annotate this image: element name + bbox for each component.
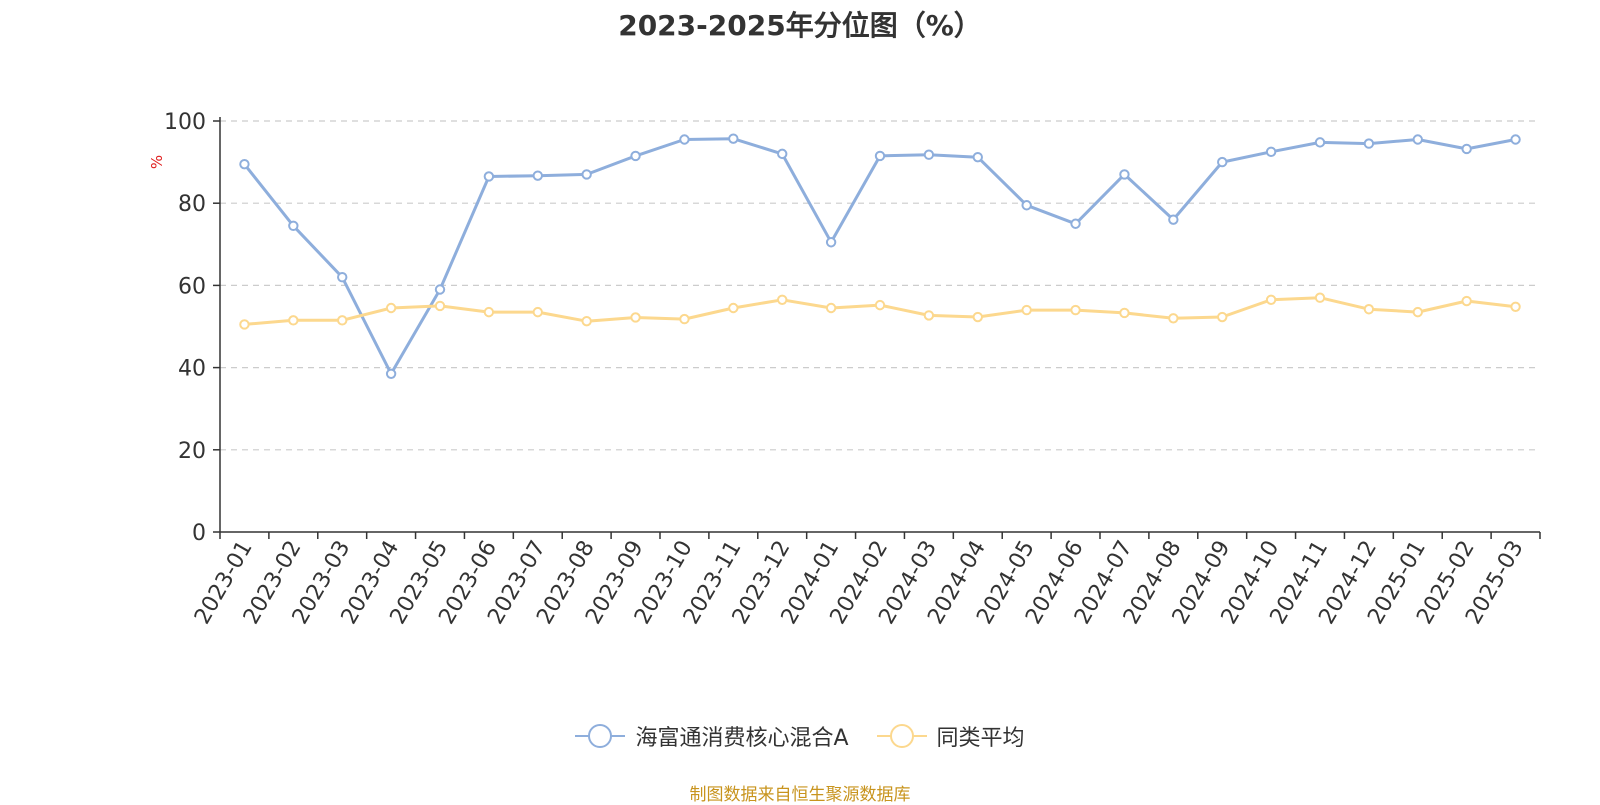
data-point: [385, 368, 397, 379]
data-point: [630, 150, 641, 162]
data-point: [972, 151, 983, 163]
data-point: [825, 237, 837, 248]
legend-marker-peer-average: [876, 724, 927, 748]
data-point: [483, 171, 495, 182]
data-point: [1265, 294, 1277, 305]
data-point: [1363, 138, 1375, 149]
data-point: [337, 315, 348, 326]
y-tick-label: 20: [178, 439, 206, 464]
data-point: [825, 302, 837, 314]
y-tick-label: 40: [178, 357, 206, 382]
legend-item-peer-average[interactable]: 同类平均: [876, 720, 1025, 752]
legend-marker-fund: [575, 724, 626, 748]
data-point: [385, 302, 397, 314]
data-point: [337, 271, 348, 283]
data-point: [1510, 134, 1521, 145]
data-point: [1021, 304, 1032, 316]
data-point: [728, 133, 739, 144]
legend-label-fund: 海富通消费核心混合A: [635, 726, 849, 751]
data-point: [1265, 146, 1277, 158]
data-point: [923, 310, 935, 321]
data-point: [1217, 311, 1228, 323]
data-point: [1070, 218, 1081, 229]
legend: 海富通消费核心混合A 同类平均: [0, 720, 1600, 752]
data-point: [923, 149, 935, 160]
data-point: [434, 284, 446, 295]
axes: 020406080100%2023-012023-022023-032023-0…: [148, 110, 1541, 629]
data-point: [1461, 143, 1472, 155]
data-point: [1314, 292, 1326, 303]
data-point: [679, 134, 690, 145]
data-point: [1070, 304, 1081, 316]
y-tick-label: 60: [178, 274, 206, 299]
data-point: [874, 150, 886, 162]
data-point: [1412, 134, 1423, 145]
data-point: [1168, 214, 1179, 225]
data-point: [1021, 200, 1032, 211]
data-point: [972, 311, 983, 323]
data-point: [630, 312, 641, 323]
data-point: [532, 306, 543, 318]
data-point: [1363, 304, 1375, 315]
data-point: [288, 315, 299, 326]
data-point: [581, 315, 592, 327]
data-point: [728, 302, 739, 314]
data-point: [239, 319, 250, 330]
y-tick-label: 100: [164, 110, 206, 135]
data-point: [483, 306, 495, 318]
data-point: [777, 294, 788, 305]
chart-title: 2023-2025年分位图（%）: [618, 9, 982, 42]
data-point: [434, 300, 446, 312]
line-chart: 020406080100%2023-012023-022023-032023-0…: [148, 110, 1541, 629]
data-point: [1119, 169, 1130, 180]
data-point: [239, 158, 250, 170]
y-axis-label: %: [148, 155, 166, 169]
legend-label-peer-average: 同类平均: [936, 726, 1025, 751]
series: [239, 133, 1521, 379]
series-line-0: [243, 137, 1516, 376]
data-point: [532, 170, 543, 181]
data-source-note: 制图数据来自恒生聚源数据库: [689, 785, 911, 805]
data-point: [288, 220, 299, 232]
data-point: [777, 148, 788, 160]
grid-lines: [220, 120, 1540, 451]
data-point: [1168, 313, 1179, 324]
data-point: [874, 299, 886, 311]
data-point: [581, 169, 592, 180]
y-tick-label: 80: [178, 192, 206, 217]
data-point: [1119, 307, 1130, 319]
data-point: [1314, 137, 1326, 148]
data-point: [1510, 301, 1521, 312]
data-point: [1217, 156, 1228, 168]
data-point: [1412, 306, 1423, 318]
legend-item-fund[interactable]: 海富通消费核心混合A: [575, 720, 849, 752]
y-tick-label: 0: [192, 521, 206, 546]
data-point: [679, 313, 690, 325]
data-point: [1461, 295, 1472, 307]
